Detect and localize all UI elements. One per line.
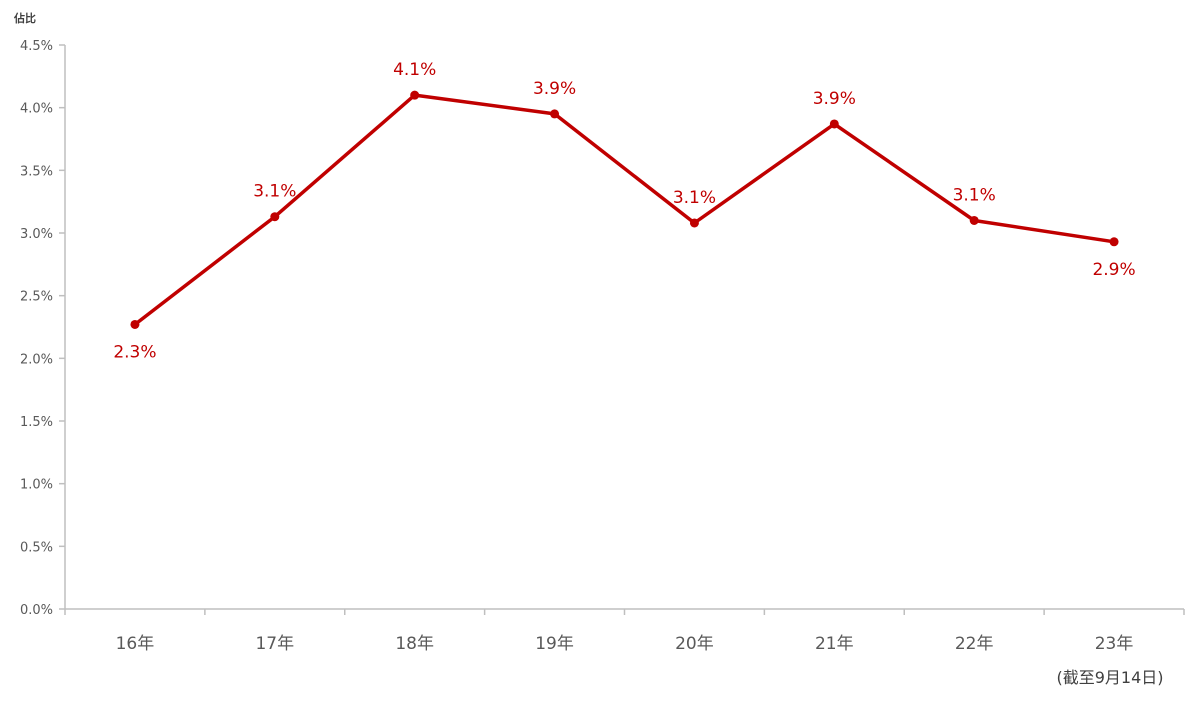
x-tick-label: 20年: [675, 634, 714, 654]
y-tick-label: 4.5%: [20, 39, 53, 54]
data-point: [689, 218, 699, 228]
data-label: 2.3%: [113, 342, 156, 362]
x-tick-label: 17年: [255, 634, 294, 654]
y-tick-label: 3.0%: [20, 227, 53, 242]
series-group: [130, 90, 1119, 329]
x-axis-note: (截至9月14日): [1056, 668, 1163, 687]
data-point: [1109, 237, 1119, 247]
data-point: [270, 212, 280, 222]
y-tick-label: 4.0%: [20, 102, 53, 117]
data-label: 4.1%: [393, 60, 436, 80]
x-tick-label: 19年: [535, 634, 574, 654]
x-tick-label: 21年: [815, 634, 854, 654]
data-label: 2.9%: [1092, 260, 1135, 280]
x-tick-label: 16年: [116, 634, 155, 654]
x-tick-label: 22年: [955, 634, 994, 654]
y-tick-label: 0.0%: [20, 603, 53, 618]
data-labels: 2.3% 3.1% 4.1% 3.9% 3.1% 3.9% 3.1% 2.9%: [113, 60, 1135, 362]
y-tick-label: 1.0%: [20, 478, 53, 493]
series-line: [133, 93, 1116, 327]
y-tick-label: 2.0%: [20, 352, 53, 367]
x-tick-label: 23年: [1095, 634, 1134, 654]
y-tick-label: 1.5%: [20, 415, 53, 430]
y-tick-label: 3.5%: [20, 164, 53, 179]
data-label: 3.1%: [253, 182, 296, 202]
y-axis: 0.0% 0.5% 1.0% 1.5% 2.0% 2.5% 3.0% 3.5% 4.0% 4.5%: [20, 39, 66, 618]
x-tick-label: 18年: [395, 634, 434, 654]
data-point: [829, 119, 839, 129]
data-label: 3.9%: [813, 89, 856, 109]
data-point: [969, 215, 979, 225]
data-label: 3.1%: [673, 188, 716, 208]
x-axis: 16年 17年 18年 19年 20年 21年 22年 23年: [64, 608, 1185, 654]
data-label: 3.1%: [953, 185, 996, 205]
y-tick-label: 0.5%: [20, 540, 53, 555]
y-axis-label: 佔比: [13, 11, 36, 25]
data-label: 3.9%: [533, 79, 576, 99]
y-tick-label: 2.5%: [20, 290, 53, 305]
data-point: [130, 319, 140, 329]
data-point: [410, 90, 420, 100]
data-point: [550, 109, 560, 119]
